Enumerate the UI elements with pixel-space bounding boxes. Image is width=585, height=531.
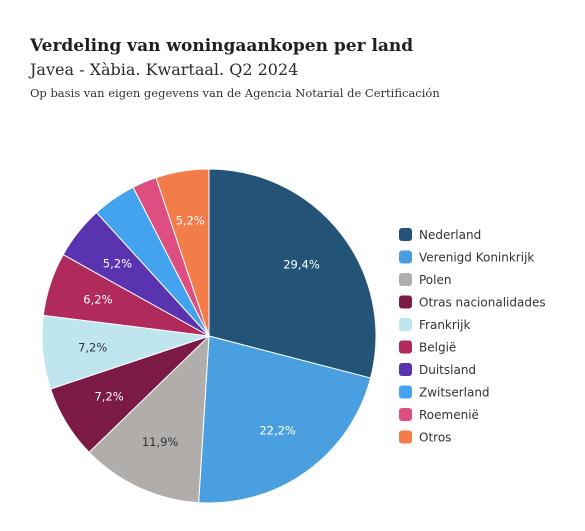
legend-swatch-frankrijk	[399, 318, 412, 331]
legend-swatch-zwitserland	[399, 385, 412, 399]
slice-label-nederland: 29,4%	[283, 258, 320, 272]
pie-slice-verenigd-koninkrijk	[198, 335, 372, 504]
legend-label-duitsland: Duitsland	[419, 363, 476, 377]
slice-label-belgie: 6,2%	[83, 293, 112, 307]
legend-label-verenigd-koninkrijk: Verenigd Koninkrijk	[419, 251, 534, 265]
legend-swatch-belgie	[399, 340, 412, 354]
pie-slice-otros	[155, 168, 210, 337]
slice-label-verenigd-koninkrijk: 22,2%	[259, 424, 296, 438]
slice-label-otras-nacionalidades: 7,2%	[94, 390, 123, 404]
pie-slice-polen	[88, 334, 210, 504]
legend-swatch-roemenie	[399, 408, 412, 421]
legend-swatch-otras-nacionalidades	[399, 295, 412, 309]
legend-label-roemenie: Roemenië	[419, 408, 479, 422]
legend-swatch-duitsland	[399, 363, 412, 376]
slice-label-otros: 5,2%	[176, 214, 205, 228]
legend-swatch-polen	[399, 273, 412, 286]
legend-label-frankrijk: Frankrijk	[419, 318, 470, 332]
slice-label-frankrijk: 7,2%	[78, 341, 107, 355]
chart-title: Verdeling van woningaankopen per land	[30, 36, 414, 56]
legend-label-otros: Otros	[419, 431, 451, 445]
legend-label-nederland: Nederland	[419, 228, 481, 242]
slice-label-duitsland: 5,2%	[103, 256, 132, 270]
chart-source-note: Op basis van eigen gegevens van de Agenc…	[30, 86, 440, 100]
legend-label-polen: Polen	[419, 273, 451, 287]
legend-label-zwitserland: Zwitserland	[419, 386, 490, 400]
chart-subtitle: Javea - Xàbia. Kwartaal. Q2 2024	[30, 60, 299, 79]
slice-label-polen: 11,9%	[142, 435, 179, 449]
legend-label-otras-nacionalidades: Otras nacionalidades	[419, 296, 546, 310]
legend-label-belgie: België	[419, 341, 456, 355]
pie-slices	[41, 168, 377, 504]
pie-slice-nederland	[208, 168, 377, 379]
pie-slice-labels: 29,4% 22,2% 11,9% 7,2% 7,2% 6,2% 5,2% 5,2%	[78, 214, 320, 450]
legend-swatch-nederland	[399, 228, 412, 241]
legend: Nederland Verenigd Koninkrijk Polen Otras n…	[399, 228, 546, 445]
legend-swatch-otros	[399, 430, 412, 444]
legend-swatch-verenigd-koninkrijk	[399, 250, 412, 264]
